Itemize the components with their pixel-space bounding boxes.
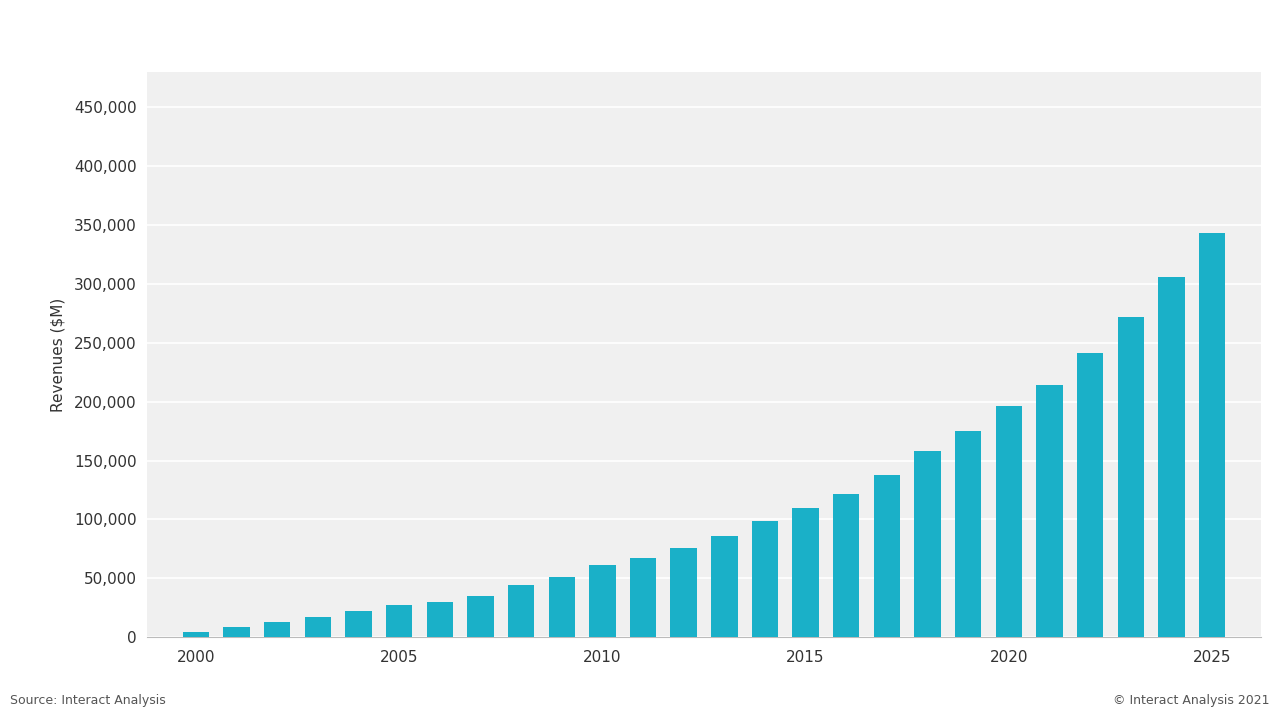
Bar <box>1076 354 1103 637</box>
Bar <box>751 521 778 637</box>
Bar <box>792 508 819 637</box>
Bar <box>305 617 332 637</box>
Bar <box>1037 385 1062 637</box>
Bar <box>833 493 859 637</box>
Text: Cumulative Value of Installed Warehouse Automation Projects Since 2000: Cumulative Value of Installed Warehouse … <box>13 22 906 42</box>
Bar <box>1199 233 1225 637</box>
Bar <box>467 596 494 637</box>
Bar <box>1158 277 1184 637</box>
Bar <box>224 626 250 637</box>
Bar <box>1117 317 1144 637</box>
Bar <box>183 632 209 637</box>
Bar <box>712 536 737 637</box>
Bar <box>914 451 941 637</box>
Bar <box>426 602 453 637</box>
Bar <box>996 406 1021 637</box>
Bar <box>955 431 982 637</box>
Bar <box>630 558 657 637</box>
Bar <box>549 577 575 637</box>
Bar <box>387 606 412 637</box>
Bar <box>264 622 291 637</box>
Bar <box>346 611 371 637</box>
Bar <box>589 565 616 637</box>
Text: © Interact Analysis 2021: © Interact Analysis 2021 <box>1114 694 1270 707</box>
Bar <box>671 548 696 637</box>
Bar <box>508 585 534 637</box>
Y-axis label: Revenues ($M): Revenues ($M) <box>51 297 65 412</box>
Text: Source: Interact Analysis: Source: Interact Analysis <box>10 694 166 707</box>
Bar <box>874 474 900 637</box>
